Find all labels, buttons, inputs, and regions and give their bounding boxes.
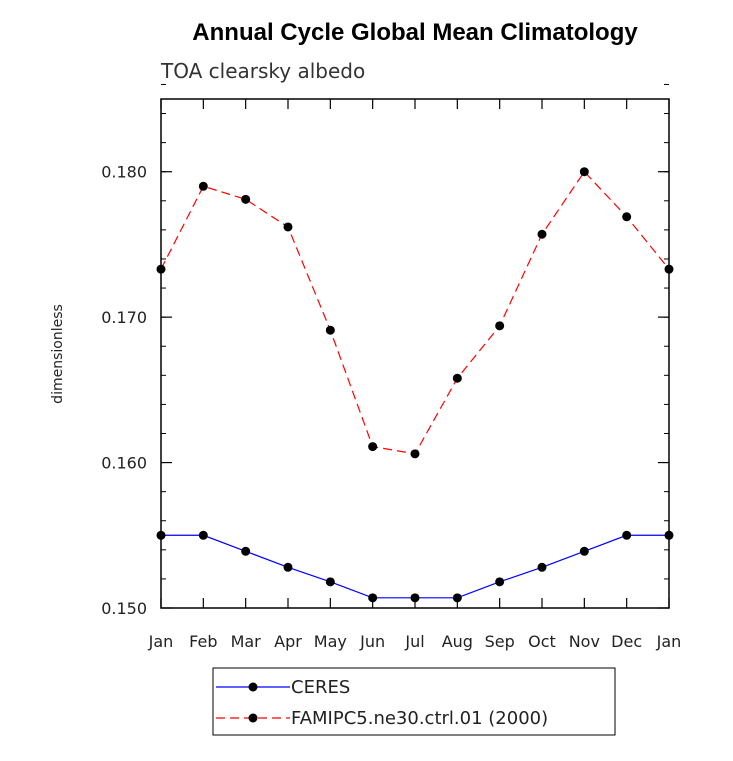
data-point: [198, 530, 208, 540]
legend-item: FAMIPC5.ne30.ctrl.01 (2000): [216, 708, 548, 729]
y-tick-label: 0.170: [101, 308, 147, 327]
chart-subtitle: TOA clearsky albedo: [160, 59, 365, 83]
data-point: [495, 577, 505, 587]
data-point: [156, 530, 166, 540]
legend-box: [212, 667, 616, 736]
series-line: [161, 534, 669, 599]
y-axis-label: dimensionless: [50, 304, 66, 404]
legend-marker: [248, 682, 258, 692]
series-line: [160, 170, 670, 455]
data-point: [579, 167, 589, 177]
chart-title: Annual Cycle Global Mean Climatology: [192, 19, 638, 46]
data-point: [325, 325, 335, 335]
data-point: [452, 593, 462, 603]
data-point: [664, 530, 674, 540]
data-point: [325, 577, 335, 587]
data-point: [622, 212, 632, 222]
series-2: [156, 167, 674, 459]
data-point: [241, 546, 251, 556]
data-point: [156, 264, 166, 274]
data-point: [664, 264, 674, 274]
series-1: [156, 530, 674, 603]
data-point: [410, 593, 420, 603]
x-tick-label: Jan: [656, 632, 682, 651]
x-tick-label: Sep: [485, 632, 515, 651]
data-point: [368, 593, 378, 603]
plot-area: 0.150 0.160 0.170 0.180 Jan Feb Mar Apr May Jun Ju…: [101, 83, 682, 651]
y-tick-label: 0.150: [101, 599, 147, 618]
x-tick-label: Jun: [359, 632, 385, 651]
data-point: [368, 442, 378, 452]
data-point: [410, 449, 420, 459]
y-tick-label: 0.180: [101, 163, 147, 182]
plot-frame: [160, 98, 670, 609]
x-tick-label: Aug: [442, 632, 473, 651]
x-tick-label: Apr: [274, 632, 302, 651]
legend-label: CERES: [291, 677, 350, 698]
data-point: [537, 229, 547, 239]
x-tick-label: Nov: [569, 632, 600, 651]
x-tick-label: Dec: [611, 632, 642, 651]
data-point: [452, 373, 462, 383]
legend-label: FAMIPC5.ne30.ctrl.01 (2000): [291, 708, 548, 729]
data-point: [622, 530, 632, 540]
data-point: [537, 562, 547, 572]
x-tick-label: Oct: [528, 632, 556, 651]
data-point: [241, 194, 251, 204]
data-point: [495, 321, 505, 331]
x-tick-label: Jul: [404, 632, 424, 651]
x-tick-label: May: [314, 632, 347, 651]
data-point: [198, 181, 208, 191]
legend: CERES FAMIPC5.ne30.ctrl.01 (2000): [212, 667, 616, 736]
data-point: [283, 562, 293, 572]
data-point: [283, 222, 293, 232]
legend-item: CERES: [216, 677, 350, 698]
x-tick-label: Feb: [189, 632, 217, 651]
x-tick-label: Mar: [231, 632, 262, 651]
x-tick-label: Jan: [148, 632, 174, 651]
y-tick-label: 0.160: [101, 454, 147, 473]
data-point: [579, 546, 589, 556]
legend-marker: [248, 713, 258, 723]
